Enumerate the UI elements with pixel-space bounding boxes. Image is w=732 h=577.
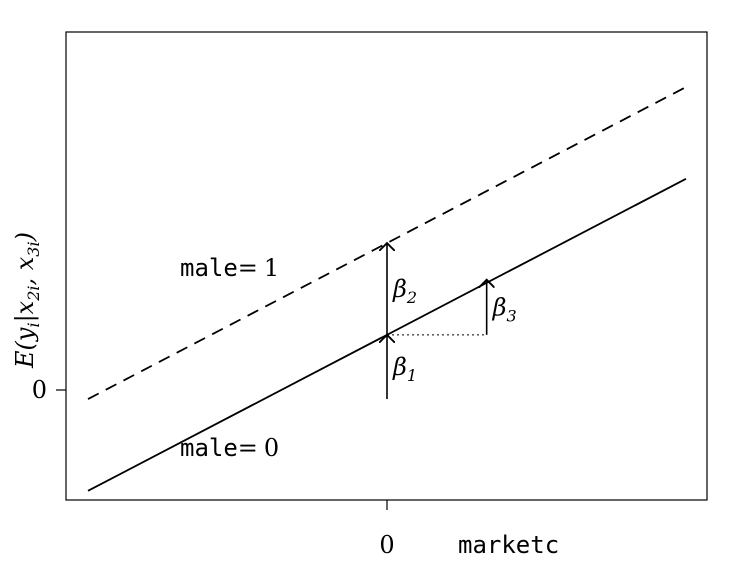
y-axis-label-comma: , x — [11, 256, 39, 285]
x-axis-label: marketc — [458, 531, 559, 559]
y-axis-label-3i: 3i — [24, 241, 43, 256]
male-1-value: 1 — [264, 254, 279, 282]
y-axis-label-bar: |x — [11, 300, 40, 322]
male-0-value: 0 — [264, 434, 279, 462]
y-axis-label-close: ) — [11, 232, 39, 242]
y-tick-label: 0 — [32, 376, 47, 404]
beta3-symbol: β — [492, 293, 507, 321]
male-1-label: male= 1 — [180, 254, 279, 282]
beta3-label: β3 — [492, 293, 517, 325]
y-axis-label-i: i — [24, 322, 43, 327]
beta2-symbol: β — [392, 275, 407, 303]
y-axis-label: E(yi|x2i, x3i) — [11, 232, 43, 369]
y-axis-label-e: E( — [11, 340, 39, 369]
male-1-equals: = — [238, 254, 258, 282]
y-axis-label-2i: 2i — [24, 285, 43, 301]
beta1-subscript: 1 — [407, 366, 417, 385]
beta2-subscript: 2 — [406, 288, 417, 307]
male-0-label: male= 0 — [180, 434, 279, 462]
beta3-subscript: 3 — [507, 306, 517, 325]
beta1-symbol: β — [392, 353, 407, 381]
male-0-word: male — [180, 434, 238, 462]
y-axis-label-y: y — [11, 327, 39, 342]
x-tick-label: 0 — [379, 531, 394, 559]
beta1-label: β1 — [392, 353, 417, 385]
male-1-word: male — [180, 254, 238, 282]
series-line-male-1 — [87, 86, 687, 400]
male-0-equals: = — [238, 434, 258, 462]
beta2-label: β2 — [392, 275, 417, 307]
